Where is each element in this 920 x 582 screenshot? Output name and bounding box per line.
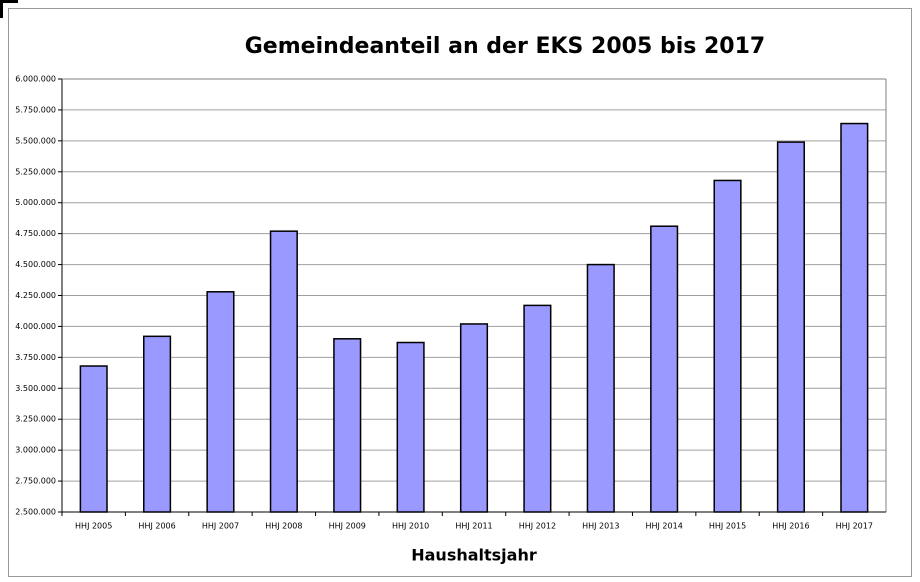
bar (586, 263, 615, 513)
bar (459, 323, 489, 513)
x-tick-label: HHJ 2005 (75, 522, 112, 531)
x-tick-label: HHJ 2009 (329, 522, 366, 531)
y-tick-label: 4.000.000 (15, 322, 56, 331)
x-tick-label: HHJ 2014 (646, 522, 683, 531)
y-tick-label: 5.250.000 (15, 167, 56, 176)
bar (840, 122, 869, 513)
bar (143, 335, 172, 513)
y-tick-label: 3.250.000 (15, 415, 56, 424)
x-tick-label: HHJ 2012 (519, 522, 556, 531)
bar (206, 291, 235, 513)
y-tick-label: 6.000.000 (15, 75, 56, 84)
corner-mark (0, 0, 18, 18)
x-tick-label: HHJ 2013 (582, 522, 619, 531)
y-tick-label: 3.000.000 (15, 446, 56, 455)
y-tick-label: 5.000.000 (15, 198, 56, 207)
bar (776, 141, 805, 513)
y-tick-label: 5.750.000 (15, 105, 56, 114)
bar (269, 230, 298, 513)
bar (396, 341, 425, 513)
y-tick-label: 4.500.000 (15, 260, 56, 269)
x-tick-label: HHJ 2011 (455, 522, 492, 531)
bar (650, 225, 679, 513)
y-tick-label: 2.500.000 (15, 508, 56, 517)
bar (713, 179, 742, 513)
y-tick-label: 2.750.000 (15, 477, 56, 486)
x-tick-label: HHJ 2017 (836, 522, 873, 531)
bar (333, 338, 362, 513)
x-tick-label: HHJ 2008 (265, 522, 302, 531)
y-tick-label: 5.500.000 (15, 136, 56, 145)
x-tick-label: HHJ 2015 (709, 522, 746, 531)
x-tick-label: HHJ 2010 (392, 522, 429, 531)
y-tick-label: 3.500.000 (15, 384, 56, 393)
y-tick-label: 3.750.000 (15, 353, 56, 362)
bar (79, 365, 108, 513)
x-tick-label: HHJ 2006 (138, 522, 175, 531)
y-tick-label: 4.750.000 (15, 229, 56, 238)
y-tick-label: 4.250.000 (15, 291, 56, 300)
bar (523, 304, 552, 513)
x-axis-title: Haushaltsjahr (411, 546, 537, 565)
chart-frame (8, 8, 912, 577)
chart-title: Gemeindeanteil an der EKS 2005 bis 2017 (245, 34, 765, 59)
x-tick-label: HHJ 2016 (772, 522, 809, 531)
x-tick-label: HHJ 2007 (202, 522, 239, 531)
